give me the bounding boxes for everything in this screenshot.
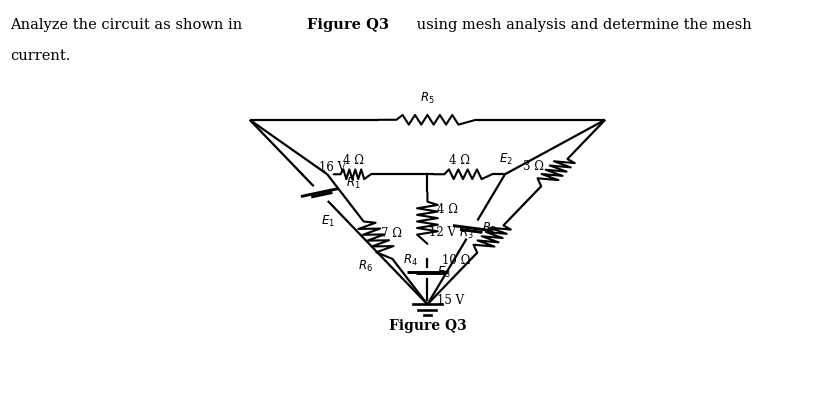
- Text: $R_3$: $R_3$: [459, 226, 474, 241]
- Text: $R_4$: $R_4$: [403, 253, 418, 268]
- Text: 4 Ω: 4 Ω: [450, 154, 470, 167]
- Text: $E_3$: $E_3$: [437, 265, 451, 280]
- Text: $R_6$: $R_6$: [358, 259, 373, 274]
- Text: 3 Ω: 3 Ω: [523, 160, 545, 173]
- Text: current.: current.: [10, 49, 70, 63]
- Text: $E_2$: $E_2$: [499, 152, 512, 167]
- Text: $R_2$: $R_2$: [482, 221, 496, 236]
- Text: 12 V: 12 V: [429, 226, 456, 239]
- Text: $R_1$: $R_1$: [346, 176, 360, 191]
- Text: 15 V: 15 V: [437, 294, 465, 307]
- Text: 16 V: 16 V: [319, 161, 346, 174]
- Text: Analyze the circuit as shown in: Analyze the circuit as shown in: [10, 18, 247, 32]
- Text: 4 Ω: 4 Ω: [343, 154, 364, 167]
- Text: 4 Ω: 4 Ω: [437, 202, 458, 215]
- Text: using mesh analysis and determine the mesh: using mesh analysis and determine the me…: [412, 18, 751, 32]
- Text: Figure Q3: Figure Q3: [307, 18, 389, 32]
- Text: $E_1$: $E_1$: [321, 214, 335, 229]
- Text: 7 Ω: 7 Ω: [381, 226, 402, 240]
- Text: Figure Q3: Figure Q3: [389, 319, 466, 333]
- Text: 10 Ω: 10 Ω: [442, 254, 470, 267]
- Text: $R_5$: $R_5$: [420, 91, 435, 106]
